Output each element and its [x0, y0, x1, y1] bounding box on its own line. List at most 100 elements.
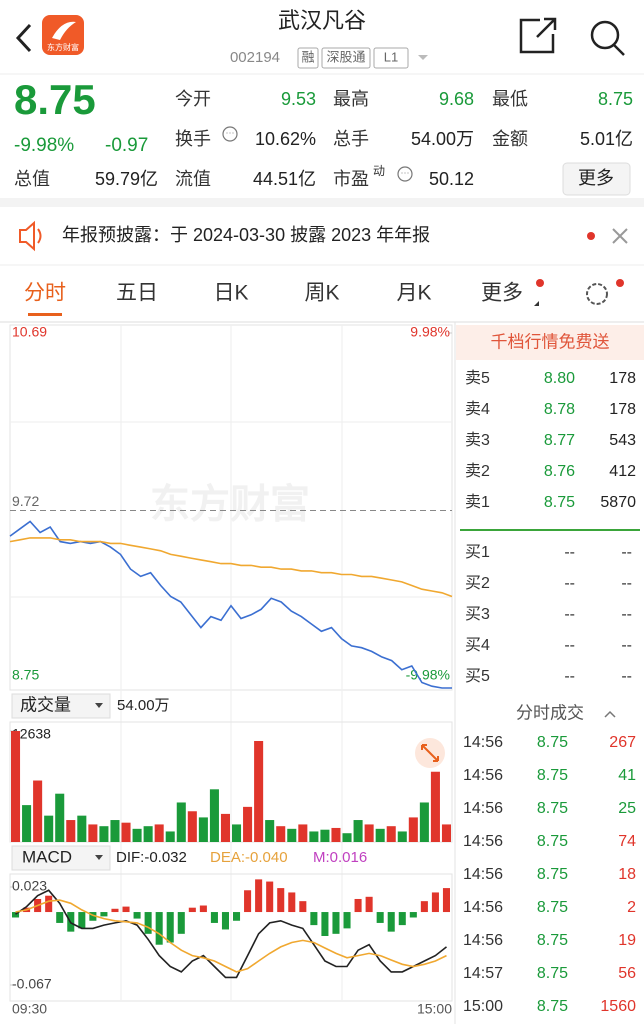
- trade-time: 14:56: [463, 833, 503, 850]
- trade-price: 8.75: [537, 833, 568, 850]
- trade-volume: 19: [618, 932, 636, 949]
- bid-label: 买3: [465, 605, 490, 623]
- ask-price: 8.75: [544, 494, 575, 511]
- trade-time: 14:56: [463, 866, 503, 883]
- logo-text: 东方财富: [47, 42, 79, 52]
- stat-label: 总值: [14, 169, 50, 189]
- macd-bar: [221, 912, 229, 930]
- macd-bar: [199, 905, 207, 913]
- volume-bar: [165, 831, 175, 842]
- volume-bar: [232, 824, 242, 842]
- time-label: 09:30: [12, 1001, 47, 1017]
- volume-bar: [77, 815, 87, 842]
- ask-volume: 412: [609, 463, 636, 480]
- stat-label: 换手: [175, 129, 211, 149]
- bid-price: --: [564, 637, 575, 654]
- macd-bar: [78, 912, 86, 929]
- tag: 深股通: [326, 49, 365, 64]
- tab-underline: [28, 313, 62, 316]
- tab[interactable]: 日K: [213, 282, 248, 305]
- search-button[interactable]: [590, 20, 625, 56]
- tab[interactable]: 五日: [116, 282, 158, 305]
- tab[interactable]: 分时: [24, 282, 66, 305]
- macd-indicator: DEA:-0.040: [210, 849, 288, 866]
- trade-time: 14:56: [463, 932, 503, 949]
- y2-tick-label: 9.98%: [410, 324, 450, 340]
- volume-bar: [66, 820, 76, 842]
- macd-title: MACD: [22, 847, 72, 866]
- macd-line: [15, 889, 447, 979]
- volume-bar: [309, 831, 319, 842]
- trade-time: 15:00: [463, 998, 503, 1015]
- trade-volume: 1560: [600, 998, 636, 1015]
- more-button-box[interactable]: [562, 162, 631, 196]
- y-tick-label: 9.72: [12, 493, 39, 509]
- trade-time: 14:56: [463, 734, 503, 751]
- macd-frame: [9, 873, 453, 1002]
- share-button[interactable]: [519, 17, 557, 54]
- macd-bar: [442, 888, 450, 913]
- volume-bar: [22, 805, 32, 842]
- tab[interactable]: 更多: [481, 282, 523, 305]
- volume-bar: [342, 833, 352, 842]
- macd-bar: [409, 912, 417, 918]
- volume-bar: [176, 802, 186, 842]
- expand-icon: [421, 744, 439, 762]
- volume-bar: [287, 828, 297, 842]
- stat-value: 5.01亿: [580, 129, 633, 149]
- trade-time: 14:57: [463, 965, 503, 982]
- macd-bar: [166, 912, 174, 943]
- tabs-caret: [534, 301, 539, 306]
- macd-bar: [420, 901, 428, 913]
- tag-box: [373, 47, 409, 69]
- volume-title: 成交量: [20, 695, 71, 714]
- volume-bar: [198, 817, 208, 842]
- tab[interactable]: 周K: [304, 282, 339, 305]
- volume-bar: [55, 793, 65, 842]
- stat-label: 流值: [175, 169, 211, 189]
- volume-bar: [298, 824, 308, 842]
- selector-caret: [95, 855, 103, 860]
- trade-price: 8.75: [537, 965, 568, 982]
- trade-price: 8.75: [537, 866, 568, 883]
- macd-bar: [12, 912, 20, 918]
- info-icon: [222, 126, 238, 142]
- y-tick-label: 12638: [12, 726, 51, 742]
- stat-value: 44.51亿: [253, 169, 316, 189]
- volume-bar: [243, 806, 253, 842]
- trade-price: 8.75: [537, 932, 568, 949]
- close-notice[interactable]: [612, 228, 628, 244]
- volume-bar: [265, 820, 275, 842]
- volume-bar: [276, 826, 286, 842]
- macd-bar: [155, 912, 163, 945]
- ask-price: 8.76: [544, 463, 575, 480]
- volume-selector[interactable]: [11, 693, 111, 719]
- ask-volume: 543: [609, 432, 636, 449]
- macd-bar: [133, 912, 141, 919]
- trade-volume: 56: [618, 965, 636, 982]
- stat-value: 9.53: [281, 89, 316, 109]
- macd-bar: [233, 912, 241, 921]
- volume-bar: [419, 802, 429, 842]
- stat-value: 50.12: [429, 169, 474, 189]
- macd-bar: [387, 912, 395, 932]
- volume-bar: [254, 740, 264, 842]
- tab[interactable]: 月K: [396, 282, 431, 305]
- logo: [42, 15, 84, 55]
- ask-volume: 178: [609, 370, 636, 387]
- volume-bar: [110, 820, 120, 842]
- more-button[interactable]: 更多: [578, 168, 614, 188]
- macd-bar: [111, 908, 119, 913]
- stat-value: 8.75: [598, 89, 633, 109]
- back-button[interactable]: [15, 23, 32, 53]
- volume-frame: [9, 721, 453, 843]
- trade-price: 8.75: [537, 899, 568, 916]
- y-tick-label: 8.75: [12, 667, 39, 683]
- settings-button[interactable]: [586, 283, 608, 305]
- stat-value: 54.00万: [411, 129, 474, 149]
- promo-banner[interactable]: [456, 325, 644, 360]
- volume-bar: [44, 815, 54, 842]
- watermark: 东方财富: [150, 483, 310, 527]
- macd-selector[interactable]: [11, 845, 111, 871]
- bid-label: 买5: [465, 667, 490, 685]
